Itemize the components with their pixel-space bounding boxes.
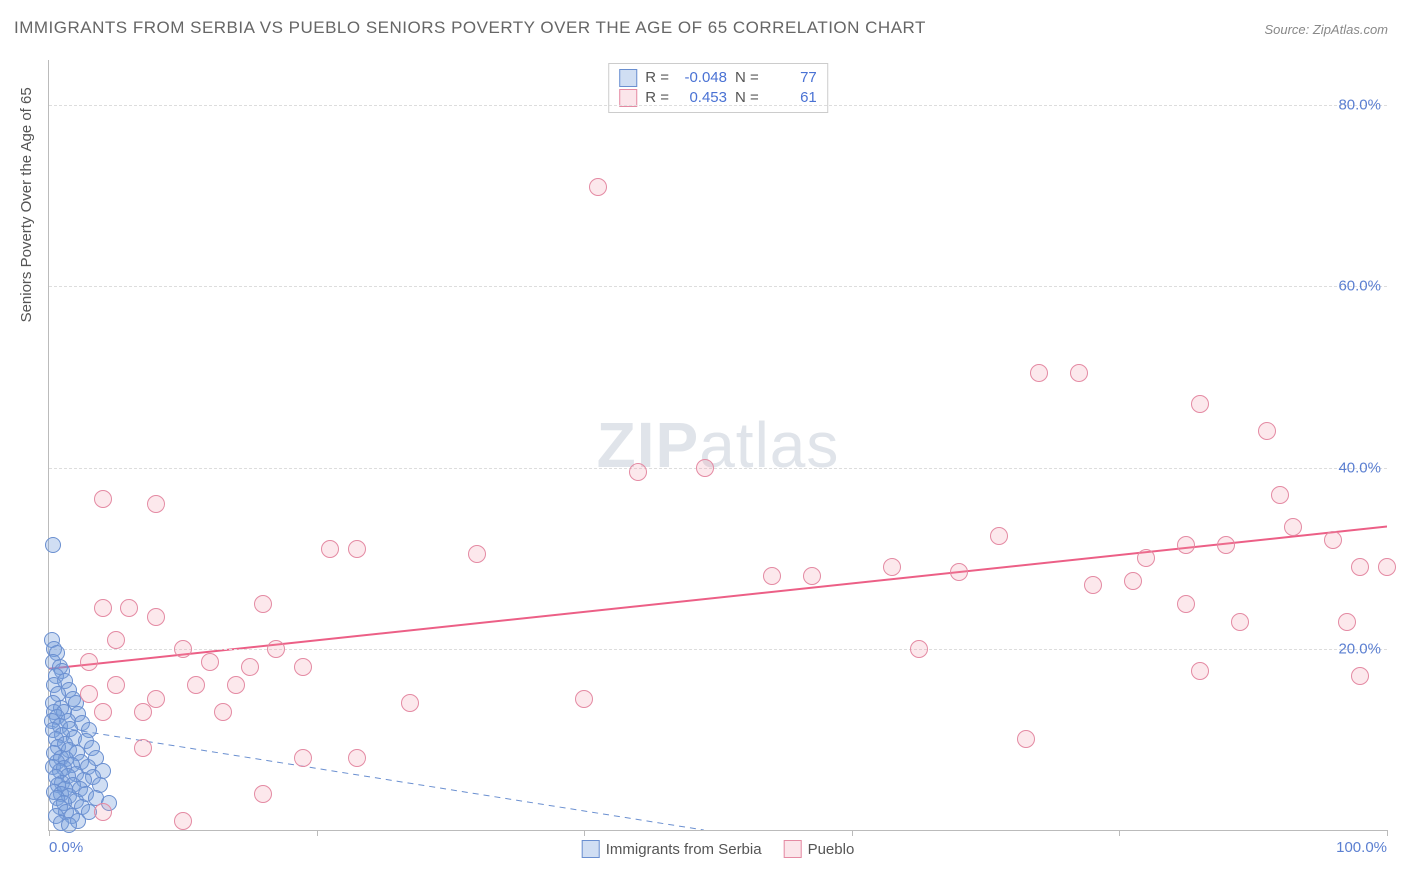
- scatter-point: [348, 540, 366, 558]
- scatter-point: [147, 690, 165, 708]
- legend-item-serbia: Immigrants from Serbia: [582, 840, 762, 858]
- series-legend: Immigrants from Serbia Pueblo: [582, 840, 855, 858]
- scatter-point: [94, 803, 112, 821]
- scatter-point: [803, 567, 821, 585]
- x-tick: [1119, 830, 1120, 836]
- n-value-serbia: 77: [767, 68, 817, 88]
- scatter-point: [763, 567, 781, 585]
- scatter-point: [147, 495, 165, 513]
- legend-item-pueblo: Pueblo: [784, 840, 855, 858]
- trend-lines: [49, 60, 1387, 830]
- scatter-point: [1191, 395, 1209, 413]
- scatter-point: [883, 558, 901, 576]
- scatter-point: [94, 490, 112, 508]
- x-tick: [852, 830, 853, 836]
- scatter-point: [1378, 558, 1396, 576]
- legend-row-serbia: R = -0.048 N = 77: [619, 68, 817, 88]
- scatter-point: [575, 690, 593, 708]
- scatter-point: [1137, 549, 1155, 567]
- gridline: [49, 649, 1387, 650]
- scatter-point: [120, 599, 138, 617]
- x-tick-label: 100.0%: [1336, 839, 1387, 856]
- scatter-point: [254, 785, 272, 803]
- scatter-point: [107, 631, 125, 649]
- scatter-point: [1351, 558, 1369, 576]
- scatter-point: [1324, 531, 1342, 549]
- scatter-point: [267, 640, 285, 658]
- scatter-point: [294, 658, 312, 676]
- n-label: N =: [735, 68, 759, 88]
- r-label: R =: [645, 68, 669, 88]
- y-tick-label: 20.0%: [1326, 640, 1381, 657]
- scatter-point: [1191, 662, 1209, 680]
- scatter-point: [61, 817, 77, 833]
- scatter-point: [1177, 595, 1195, 613]
- x-tick: [317, 830, 318, 836]
- scatter-point: [1271, 486, 1289, 504]
- scatter-point: [241, 658, 259, 676]
- y-tick-label: 60.0%: [1326, 278, 1381, 295]
- scatter-point: [1017, 730, 1035, 748]
- scatter-point: [174, 640, 192, 658]
- scatter-point: [401, 694, 419, 712]
- x-tick: [49, 830, 50, 836]
- scatter-point: [589, 178, 607, 196]
- gridline: [49, 105, 1387, 106]
- scatter-point: [1284, 518, 1302, 536]
- scatter-point: [950, 563, 968, 581]
- scatter-point: [1070, 364, 1088, 382]
- scatter-point: [468, 545, 486, 563]
- scatter-point: [187, 676, 205, 694]
- chart-title: IMMIGRANTS FROM SERBIA VS PUEBLO SENIORS…: [14, 18, 926, 38]
- scatter-point: [990, 527, 1008, 545]
- scatter-point: [696, 459, 714, 477]
- scatter-point: [321, 540, 339, 558]
- x-tick: [1387, 830, 1388, 836]
- scatter-point: [254, 595, 272, 613]
- x-tick-label: 0.0%: [49, 839, 83, 856]
- scatter-point: [134, 703, 152, 721]
- scatter-point: [1338, 613, 1356, 631]
- r-value-serbia: -0.048: [677, 68, 727, 88]
- scatter-point: [201, 653, 219, 671]
- scatter-point: [629, 463, 647, 481]
- scatter-point: [134, 739, 152, 757]
- scatter-point: [80, 685, 98, 703]
- scatter-point: [45, 537, 61, 553]
- gridline: [49, 286, 1387, 287]
- y-tick-label: 40.0%: [1326, 459, 1381, 476]
- x-tick: [584, 830, 585, 836]
- swatch-blue: [582, 840, 600, 858]
- scatter-point: [294, 749, 312, 767]
- scatter-point: [1177, 536, 1195, 554]
- legend-label: Immigrants from Serbia: [606, 841, 762, 858]
- scatter-point: [94, 599, 112, 617]
- scatter-point: [910, 640, 928, 658]
- scatter-point: [94, 703, 112, 721]
- gridline: [49, 468, 1387, 469]
- scatter-plot-area: ZIPatlas R = -0.048 N = 77 R = 0.453 N =…: [48, 60, 1387, 831]
- scatter-point: [1351, 667, 1369, 685]
- swatch-pink: [784, 840, 802, 858]
- source-credit: Source: ZipAtlas.com: [1264, 22, 1388, 37]
- scatter-point: [174, 812, 192, 830]
- scatter-point: [348, 749, 366, 767]
- scatter-point: [1231, 613, 1249, 631]
- swatch-blue: [619, 69, 637, 87]
- scatter-point: [1258, 422, 1276, 440]
- scatter-point: [214, 703, 232, 721]
- y-tick-label: 80.0%: [1326, 97, 1381, 114]
- legend-label: Pueblo: [808, 841, 855, 858]
- scatter-point: [107, 676, 125, 694]
- scatter-point: [1030, 364, 1048, 382]
- scatter-point: [80, 653, 98, 671]
- scatter-point: [1124, 572, 1142, 590]
- scatter-point: [1217, 536, 1235, 554]
- scatter-point: [227, 676, 245, 694]
- y-axis-title: Seniors Poverty Over the Age of 65: [18, 87, 35, 322]
- scatter-point: [1084, 576, 1102, 594]
- scatter-point: [147, 608, 165, 626]
